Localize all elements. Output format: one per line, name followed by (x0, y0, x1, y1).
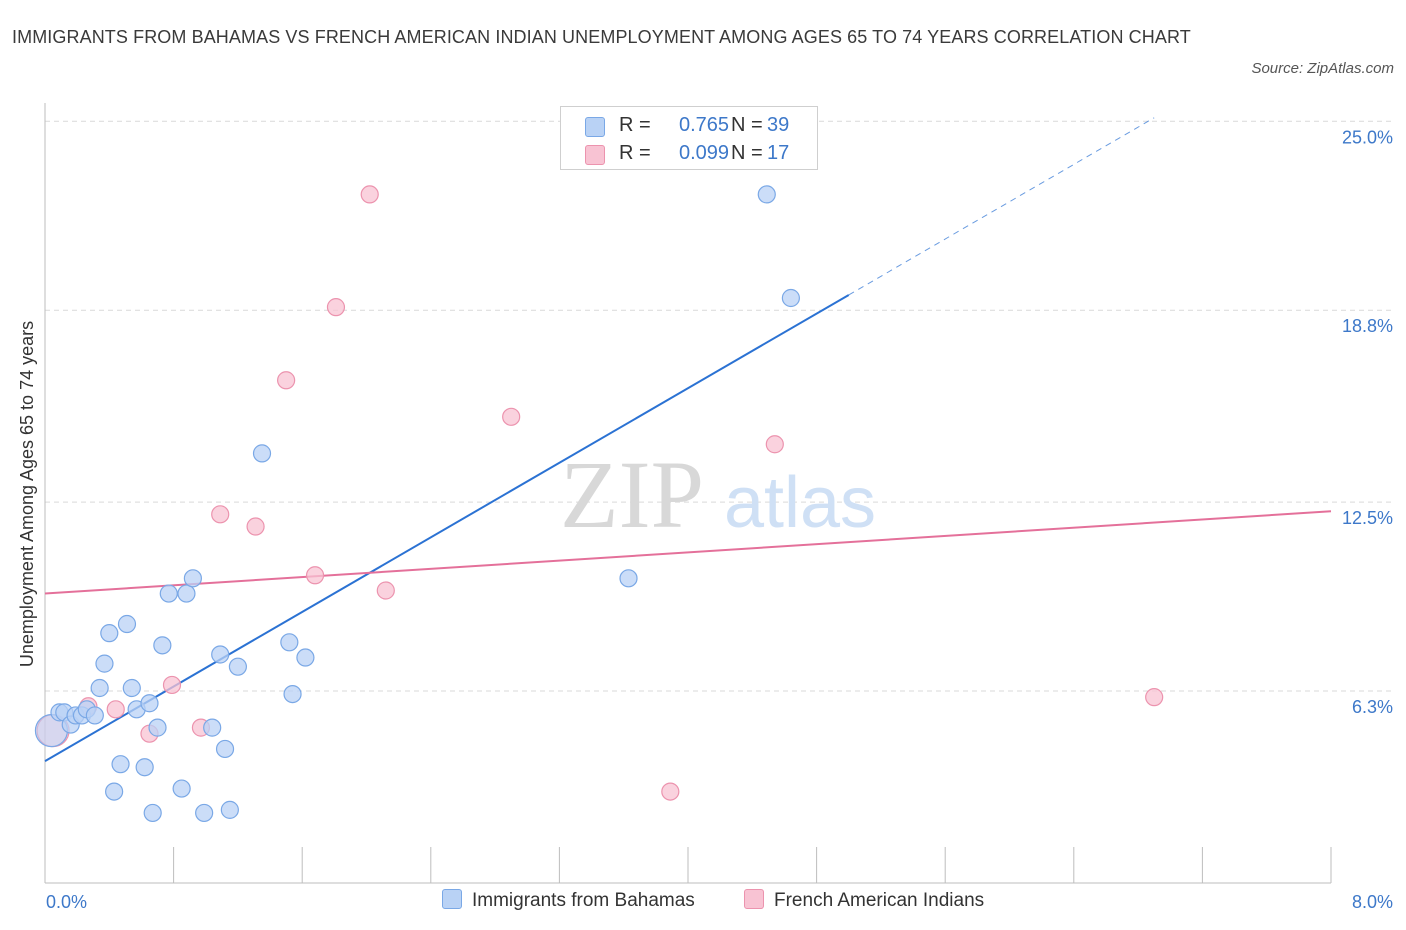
point-bahamas (100, 624, 119, 643)
point-bahamas (252, 444, 272, 463)
point-bahamas (143, 803, 162, 823)
point-bahamas (90, 678, 109, 698)
point-bahamas (757, 185, 776, 204)
point-bahamas (283, 684, 302, 704)
legend-n-value-french: 17 (767, 142, 790, 164)
legend-swatch-pink (585, 145, 605, 165)
trend-line-bahamas-extension (848, 117, 1155, 296)
point-bahamas (117, 614, 137, 634)
point-bahamas (85, 706, 104, 725)
point-french-american-indians (305, 566, 325, 585)
chart-source: Source: ZipAtlas.com (1251, 60, 1394, 77)
bottom-legend-french-american-indians[interactable]: French American Indians (744, 889, 984, 912)
legend-n-label: N = (731, 142, 763, 164)
point-bahamas (140, 694, 159, 713)
watermark: ZIP atlas (560, 441, 876, 548)
bottom-legend-label-french: French American Indians (774, 890, 985, 911)
grid-lines (45, 120, 1393, 692)
legend-r-value-french: 0.099 (679, 142, 730, 164)
correlation-legend: R = 0.765 N = 39 R = 0.099 N = 17 (560, 106, 818, 170)
point-bahamas (111, 755, 130, 774)
watermark-atlas: atlas (724, 463, 876, 543)
legend-r-label: R = (619, 114, 651, 136)
axes (44, 103, 1332, 884)
chart-title: IMMIGRANTS FROM BAHAMAS VS FRENCH AMERIC… (12, 27, 1191, 47)
point-bahamas (153, 636, 172, 655)
point-bahamas (203, 718, 222, 737)
point-french-american-indians (106, 700, 125, 719)
point-bahamas (280, 633, 299, 652)
point-bahamas (148, 718, 167, 737)
point-french-american-indians (360, 185, 379, 204)
point-bahamas (220, 800, 239, 819)
data-points (34, 185, 1164, 823)
point-bahamas (781, 288, 800, 308)
legend-r-label: R = (619, 142, 651, 164)
legend-n-value-bahamas: 39 (767, 114, 790, 136)
legend-n-label: N = (731, 114, 763, 136)
point-bahamas (296, 648, 315, 667)
point-bahamas (135, 758, 154, 777)
y-tick-label: 25.0% (1342, 127, 1393, 147)
watermark-zip: ZIP (560, 441, 704, 548)
point-french-american-indians (765, 435, 784, 454)
point-bahamas (105, 782, 124, 801)
point-french-american-indians (162, 675, 182, 695)
point-french-american-indians (211, 505, 230, 524)
trend-line-french-american-indians (44, 510, 1332, 595)
legend-swatch-blue (585, 117, 605, 137)
point-french-american-indians (1145, 688, 1164, 707)
point-french-american-indians (277, 371, 296, 390)
point-bahamas (228, 657, 247, 676)
point-bahamas (177, 584, 196, 603)
point-french-american-indians (246, 517, 265, 536)
bottom-legend-bahamas[interactable]: Immigrants from Bahamas (442, 889, 695, 912)
point-bahamas (122, 678, 141, 698)
point-bahamas (619, 569, 638, 588)
point-bahamas (211, 645, 230, 664)
tick-labels: 6.3% 12.5% 18.8% 25.0% 0.0% 8.0% (46, 127, 1393, 912)
point-bahamas (215, 739, 235, 759)
y-tick-label: 18.8% (1342, 316, 1393, 336)
point-bahamas (172, 779, 191, 798)
bottom-legend-label-bahamas: Immigrants from Bahamas (472, 890, 695, 911)
point-bahamas (159, 584, 178, 603)
point-french-american-indians (326, 298, 346, 317)
bottom-legend-swatch-pink (744, 889, 764, 909)
y-tick-label: 6.3% (1352, 697, 1393, 717)
y-axis-label: Unemployment Among Ages 65 to 74 years (17, 321, 37, 667)
point-french-american-indians (376, 581, 395, 600)
point-french-american-indians (502, 407, 521, 426)
bottom-legend-swatch-blue (442, 889, 462, 909)
legend-r-value-bahamas: 0.765 (679, 114, 730, 136)
y-tick-label: 12.5% (1342, 508, 1393, 528)
x-tick-label: 8.0% (1352, 892, 1393, 912)
x-tick-label: 0.0% (46, 892, 87, 912)
point-french-american-indians (661, 782, 680, 801)
point-bahamas (195, 803, 214, 823)
point-bahamas (183, 569, 202, 588)
point-bahamas (95, 654, 114, 673)
